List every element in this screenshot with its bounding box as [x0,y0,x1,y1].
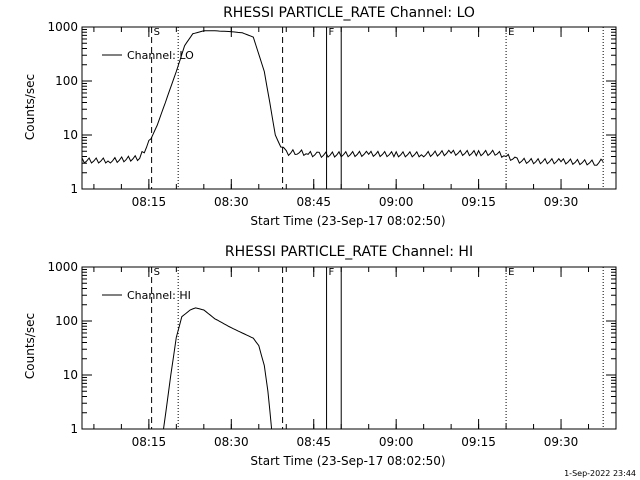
y-tick-label-hi-3: 1000 [47,260,78,274]
x-tick-label-lo-3: 09:00 [379,195,414,209]
plot-frame-hi [81,266,617,430]
plot-area-hi: S F E 1 10 100 1000 08:15 08:30 08:45 09:00 09:15 09… [47,260,617,449]
event-label-hi-0: S [154,267,160,278]
event-label-hi-5: E [508,267,514,278]
panel-lo: RHESSI PARTICLE_RATE Channel: LO S F E 1 10 1… [23,5,617,228]
y-tick-label-hi-1: 10 [63,368,78,382]
event-label-lo-5: E [508,27,514,38]
y-tick-label-lo-0: 1 [70,182,78,196]
x-tick-label-hi-2: 08:45 [296,435,331,449]
y-tick-label-lo-3: 1000 [47,20,78,34]
series-line-lo-0 [81,30,604,166]
legend-entry-hi: Channel: HI [127,289,191,302]
event-label-lo-3: F [329,27,335,38]
x-axis-label-lo: Start Time (23-Sep-17 08:02:50) [250,214,445,228]
timestamp: 1-Sep-2022 23:44 [564,469,636,478]
panel-hi: RHESSI PARTICLE_RATE Channel: HI S F E 1 10 1… [23,244,617,468]
x-tick-label-hi-3: 09:00 [379,435,414,449]
y-axis-label-hi: Counts/sec [23,313,37,379]
y-tick-label-hi-0: 1 [70,422,78,436]
y-tick-label-hi-2: 100 [55,314,78,328]
y-tick-label-lo-2: 100 [55,74,78,88]
x-tick-label-lo-4: 09:15 [461,195,496,209]
x-tick-label-hi-1: 08:30 [214,435,249,449]
x-tick-label-lo-5: 09:30 [544,195,579,209]
event-label-hi-3: F [329,267,335,278]
series-line-hi-0 [163,307,273,430]
x-axis-label-hi: Start Time (23-Sep-17 08:02:50) [250,454,445,468]
plot-area-lo: S F E 1 10 100 1000 08:15 08:30 08:45 09:00 09:15 09… [47,20,617,209]
x-tick-label-lo-2: 08:45 [296,195,331,209]
y-axis-label-lo: Counts/sec [23,74,37,140]
x-tick-label-hi-5: 09:30 [544,435,579,449]
x-tick-label-lo-0: 08:15 [132,195,167,209]
legend-entry-lo: Channel: LO [127,49,194,62]
x-tick-label-hi-0: 08:15 [132,435,167,449]
x-tick-label-hi-4: 09:15 [461,435,496,449]
x-tick-label-lo-1: 08:30 [214,195,249,209]
y-tick-label-lo-1: 10 [63,128,78,142]
chart-title-lo: RHESSI PARTICLE_RATE Channel: LO [223,5,475,21]
plot-frame-lo [81,26,617,190]
event-label-lo-0: S [154,27,160,38]
chart-title-hi: RHESSI PARTICLE_RATE Channel: HI [225,244,473,260]
